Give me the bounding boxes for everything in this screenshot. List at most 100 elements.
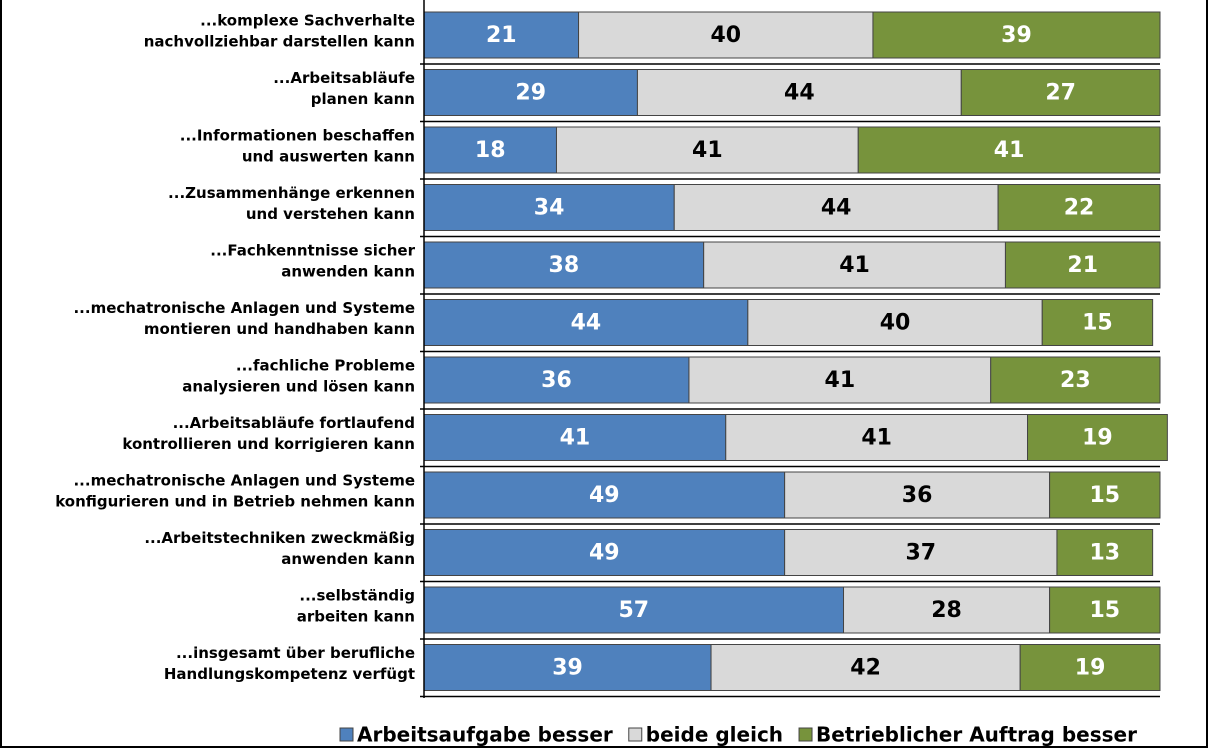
category-label: ...selbständig <box>299 587 415 605</box>
bar-segment <box>423 356 690 404</box>
bar-segment <box>990 356 1161 404</box>
legend-label: Arbeitsaufgabe besser <box>357 723 613 747</box>
legend-label: beide gleich <box>646 723 783 747</box>
bar-segment <box>843 586 1051 634</box>
bar-segment <box>423 586 845 634</box>
bar-segment <box>725 414 1029 461</box>
category-label: ...mechatronische Anlagen und Systeme <box>73 472 415 490</box>
value-label: 37 <box>905 541 936 566</box>
value-label: 15 <box>1089 483 1120 508</box>
value-label: 57 <box>618 598 649 623</box>
category-label: analysieren und lösen kann <box>182 378 415 396</box>
value-label: 49 <box>589 483 620 508</box>
category-label: Handlungskompetenz verfügt <box>164 665 415 683</box>
value-label: 39 <box>552 656 583 681</box>
bar-segment <box>710 644 1021 691</box>
value-label: 49 <box>589 541 620 566</box>
bar-segment <box>1056 529 1154 576</box>
value-label: 15 <box>1082 311 1113 336</box>
category-label: planen kann <box>311 90 415 108</box>
value-label: 29 <box>515 81 546 106</box>
value-label: 40 <box>880 311 911 336</box>
value-label: 39 <box>1001 23 1032 48</box>
bar-segment <box>997 184 1161 231</box>
value-label: 21 <box>486 23 517 48</box>
value-label: 41 <box>861 426 892 451</box>
bar-segment <box>1004 241 1161 289</box>
category-label: kontrollieren und korrigieren kann <box>122 435 415 453</box>
category-label: montieren und handhaben kann <box>144 320 415 338</box>
bar-segment <box>857 126 1161 174</box>
bar-segment <box>1049 586 1161 634</box>
value-label: 41 <box>692 138 723 163</box>
value-label: 19 <box>1075 656 1106 681</box>
bar-segment <box>673 184 999 231</box>
category-label: ...Zusammenhänge erkennen <box>168 184 415 202</box>
value-label: 38 <box>549 253 580 278</box>
bar-segment <box>423 241 705 289</box>
legend-swatch <box>798 727 813 742</box>
category-label: und auswerten kann <box>242 148 415 166</box>
category-label: ...Arbeitsabläufe <box>273 69 415 87</box>
category-label: anwenden kann <box>281 263 415 281</box>
category-label: ...Arbeitsabläufe fortlaufend <box>173 414 415 432</box>
bar-segment <box>423 69 638 116</box>
legend-swatch <box>339 727 354 742</box>
category-label: ...fachliche Probleme <box>236 357 415 375</box>
bar-segment <box>1027 414 1168 461</box>
category-label: nachvollziehbar darstellen kann <box>144 33 415 51</box>
value-label: 40 <box>710 23 741 48</box>
value-label: 44 <box>784 81 815 106</box>
category-label: ...Informationen beschaffen <box>180 127 415 145</box>
value-label: 41 <box>560 426 591 451</box>
value-label: 44 <box>571 311 602 336</box>
category-label: anwenden kann <box>281 550 415 568</box>
value-label: 19 <box>1082 426 1113 451</box>
bar-segment <box>784 529 1058 576</box>
value-label: 23 <box>1060 368 1091 393</box>
bar-segment <box>747 299 1043 346</box>
category-label: arbeiten kann <box>297 608 415 626</box>
value-label: 27 <box>1045 81 1076 106</box>
bar-segment <box>1019 644 1161 691</box>
category-label: ...mechatronische Anlagen und Systeme <box>73 299 415 317</box>
bar-segment <box>636 69 962 116</box>
category-label: und verstehen kann <box>246 205 415 223</box>
bar-segment <box>872 11 1161 59</box>
bar-segment <box>423 299 749 346</box>
value-label: 41 <box>825 368 856 393</box>
bar-segment <box>688 356 992 404</box>
value-label: 41 <box>839 253 870 278</box>
legend-swatch <box>628 727 643 742</box>
bar-segment <box>578 11 874 59</box>
bar-segment <box>1041 299 1154 346</box>
bar-segment <box>423 471 786 519</box>
value-label: 36 <box>541 368 572 393</box>
category-label: ...Fachkenntnisse sicher <box>210 242 415 260</box>
legend: Arbeitsaufgabe besser beide gleich Betrieb… <box>339 723 1137 747</box>
value-label: 21 <box>1067 253 1098 278</box>
value-label: 18 <box>475 138 506 163</box>
category-label: ...insgesamt über berufliche <box>176 644 415 662</box>
bar-segment <box>423 184 675 231</box>
value-label: 36 <box>902 483 933 508</box>
bar-segment <box>960 69 1161 116</box>
category-label: ...Arbeitstechniken zweckmäßig <box>144 529 415 547</box>
value-label: 22 <box>1064 196 1095 221</box>
bar-segment <box>703 241 1006 289</box>
bar-segment <box>423 644 712 691</box>
bar-segment <box>784 471 1051 519</box>
value-label: 28 <box>931 598 962 623</box>
legend-label: Betrieblicher Auftrag besser <box>816 723 1137 747</box>
value-label: 13 <box>1089 541 1120 566</box>
value-label: 15 <box>1089 598 1120 623</box>
value-label: 44 <box>821 196 852 221</box>
value-label: 34 <box>534 196 565 221</box>
category-label: konfigurieren und in Betrieb nehmen kann <box>55 493 415 511</box>
bar-segment <box>1049 471 1161 519</box>
value-label: 42 <box>850 656 881 681</box>
category-label: ...komplexe Sachverhalte <box>200 12 415 30</box>
value-label: 41 <box>994 138 1025 163</box>
